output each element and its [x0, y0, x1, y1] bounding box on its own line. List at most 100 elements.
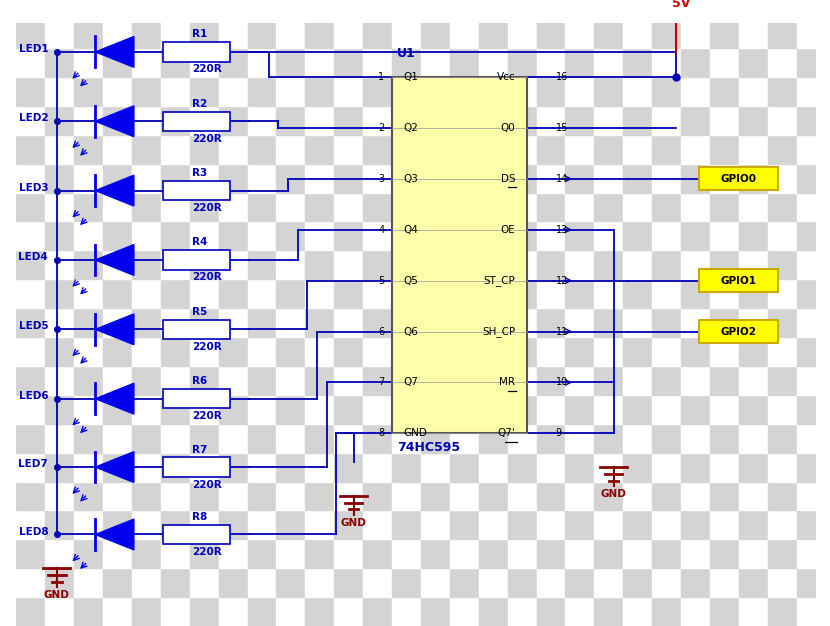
Bar	[305, 308, 334, 337]
Bar	[132, 222, 161, 250]
Bar	[565, 568, 594, 597]
Bar	[305, 222, 334, 250]
Bar	[421, 250, 450, 279]
Bar	[508, 568, 536, 597]
Bar	[17, 279, 46, 308]
Bar	[132, 135, 161, 163]
Bar	[190, 222, 218, 250]
Bar	[17, 250, 46, 279]
Bar	[17, 510, 46, 540]
Bar	[218, 481, 247, 510]
Bar	[103, 453, 132, 481]
Bar	[479, 337, 508, 366]
Bar	[190, 163, 218, 193]
Bar	[768, 395, 797, 424]
Bar	[190, 481, 218, 510]
Bar	[247, 395, 276, 424]
Bar	[652, 366, 681, 395]
Bar	[797, 163, 826, 193]
Text: 220R: 220R	[192, 547, 222, 557]
Text: Q7': Q7'	[498, 428, 515, 438]
Bar	[681, 222, 710, 250]
Bar	[190, 193, 218, 222]
Bar	[364, 279, 392, 308]
Bar	[392, 540, 421, 568]
Polygon shape	[95, 245, 134, 275]
Bar	[46, 48, 74, 77]
Bar	[334, 106, 364, 135]
Bar	[132, 19, 161, 48]
Bar	[276, 77, 305, 106]
Bar	[334, 163, 364, 193]
Bar	[594, 424, 623, 453]
Bar	[247, 510, 276, 540]
Bar	[247, 424, 276, 453]
Bar	[364, 510, 392, 540]
Bar	[623, 568, 652, 597]
Bar	[247, 597, 276, 626]
Text: GND: GND	[601, 490, 627, 499]
Bar	[392, 308, 421, 337]
Bar	[392, 481, 421, 510]
Bar	[479, 135, 508, 163]
Bar	[594, 77, 623, 106]
Text: GPIO2: GPIO2	[720, 327, 757, 337]
Bar	[305, 453, 334, 481]
Bar	[334, 481, 364, 510]
Bar	[421, 510, 450, 540]
Bar	[46, 106, 74, 135]
Bar	[190, 337, 218, 366]
Text: LED2: LED2	[18, 113, 48, 123]
Bar	[710, 308, 739, 337]
Bar	[797, 77, 826, 106]
Bar	[161, 366, 190, 395]
Bar	[594, 395, 623, 424]
Bar	[508, 424, 536, 453]
Bar	[768, 597, 797, 626]
Bar	[74, 568, 103, 597]
Bar	[132, 395, 161, 424]
Bar	[276, 597, 305, 626]
Bar	[132, 48, 161, 77]
Text: R6: R6	[192, 376, 207, 386]
Bar	[190, 424, 218, 453]
Polygon shape	[95, 36, 134, 68]
Bar	[768, 135, 797, 163]
Bar	[681, 540, 710, 568]
Text: ST_CP: ST_CP	[484, 275, 515, 286]
Bar	[392, 222, 421, 250]
Bar	[652, 510, 681, 540]
FancyBboxPatch shape	[392, 77, 527, 433]
Bar	[74, 308, 103, 337]
Bar	[508, 279, 536, 308]
Text: 8: 8	[378, 428, 384, 438]
Bar	[305, 597, 334, 626]
Bar	[103, 568, 132, 597]
Bar	[17, 366, 46, 395]
Bar	[421, 366, 450, 395]
Text: 16: 16	[556, 72, 568, 82]
Bar	[479, 222, 508, 250]
Text: 220R: 220R	[192, 203, 222, 213]
Bar	[710, 337, 739, 366]
Bar	[536, 540, 565, 568]
Bar	[594, 453, 623, 481]
Bar	[623, 424, 652, 453]
FancyBboxPatch shape	[700, 167, 779, 190]
Bar	[46, 77, 74, 106]
Bar	[450, 19, 479, 48]
Text: R2: R2	[192, 99, 207, 109]
Bar	[334, 540, 364, 568]
Bar	[508, 337, 536, 366]
Bar	[508, 193, 536, 222]
Bar	[276, 424, 305, 453]
FancyBboxPatch shape	[163, 525, 230, 544]
Bar	[161, 481, 190, 510]
Bar	[305, 366, 334, 395]
Bar	[305, 395, 334, 424]
Bar	[565, 308, 594, 337]
Bar	[161, 193, 190, 222]
Bar	[132, 540, 161, 568]
Bar	[161, 510, 190, 540]
Bar	[46, 395, 74, 424]
